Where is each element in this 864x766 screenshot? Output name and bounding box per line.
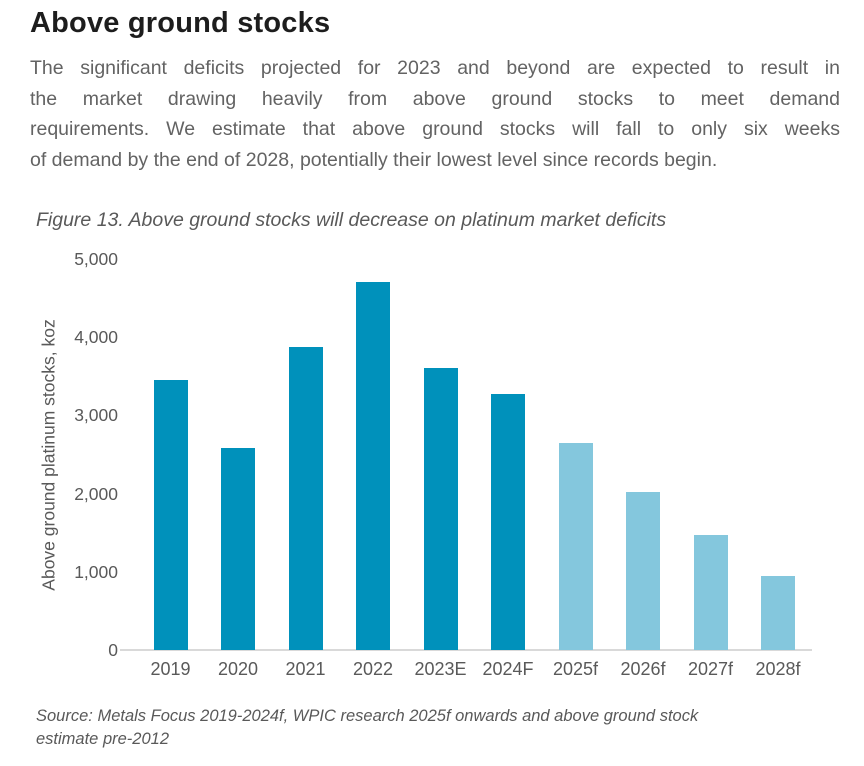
bar-2021 — [288, 346, 323, 650]
x-tick-label: 2021 — [285, 659, 326, 679]
x-tick-label: 2026f — [620, 659, 666, 679]
source-line: Source: Metals Focus 2019-2024f, WPIC re… — [36, 707, 699, 725]
bar-2025f — [558, 442, 593, 650]
y-tick-label: 2,000 — [74, 483, 118, 504]
paragraph-line: of demand by the end of 2028, potentiall… — [30, 148, 718, 171]
body-paragraph: The significant deficits projected for 2… — [30, 53, 840, 175]
x-tick-label: 2028f — [755, 659, 801, 679]
bar-chart: Above ground platinum stocks, koz 0 1,000… — [0, 240, 864, 700]
paragraph-line: requirements. We estimate that above gro… — [30, 118, 840, 141]
paragraph-line: The significant deficits projected for 2… — [30, 57, 840, 79]
paragraph-line: the market drawing heavily from above gr… — [30, 87, 840, 110]
y-tick-label: 1,000 — [74, 561, 118, 582]
x-tick-label: 2027f — [687, 659, 734, 679]
y-axis-title: Above ground platinum stocks, koz — [38, 319, 59, 591]
x-tick-label: 2025f — [552, 659, 599, 679]
x-tick-label: 2024F — [482, 659, 534, 679]
source-note: Source: Metals Focus 2019-2024f, WPIC re… — [36, 705, 826, 750]
x-axis-line — [120, 649, 812, 651]
bar-2028f — [761, 575, 795, 650]
bar-2024F — [491, 394, 525, 650]
x-tick-label: 2020 — [217, 659, 259, 679]
bar-2027f — [693, 535, 728, 650]
y-tick-label: 3,000 — [74, 405, 118, 426]
x-tick-label: 2023E — [414, 659, 467, 679]
y-tick-label: 4,000 — [74, 327, 118, 348]
y-tick-label: 5,000 — [74, 249, 118, 269]
bar-2020 — [221, 448, 255, 650]
bar-2026f — [626, 492, 660, 650]
x-tick-label: 2019 — [150, 659, 191, 679]
source-line: estimate pre-2012 — [36, 729, 169, 748]
bar-2023E — [423, 368, 458, 650]
page-title: Above ground stocks — [30, 7, 331, 39]
y-tick-label: 0 — [108, 640, 118, 660]
x-tick-label: 2022 — [352, 659, 394, 679]
bar-2022 — [356, 282, 390, 650]
figure-caption: Figure 13. Above ground stocks will decr… — [36, 209, 667, 231]
bar-2019 — [153, 380, 188, 650]
